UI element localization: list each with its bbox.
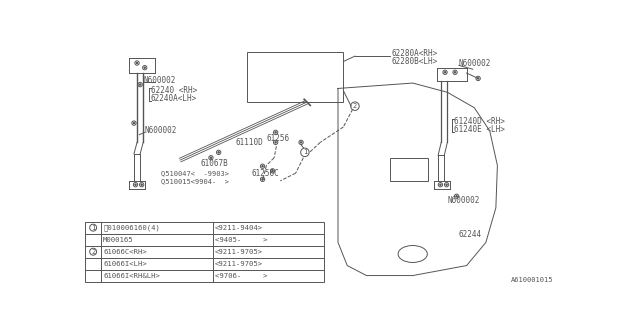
Circle shape	[135, 184, 136, 185]
Bar	[86, 222, 324, 282]
Text: M000165: M000165	[103, 237, 134, 243]
Circle shape	[218, 152, 219, 153]
Text: 62280B<LH>: 62280B<LH>	[391, 57, 437, 66]
Circle shape	[272, 170, 273, 172]
Circle shape	[262, 179, 263, 180]
Text: N600002: N600002	[447, 196, 480, 204]
Text: A610001015: A610001015	[511, 277, 554, 283]
Circle shape	[275, 142, 276, 143]
Circle shape	[136, 62, 138, 64]
Text: N600002: N600002	[459, 59, 492, 68]
Bar	[247, 52, 344, 102]
Circle shape	[454, 72, 456, 73]
Text: 61110D: 61110D	[236, 138, 263, 147]
Circle shape	[262, 166, 263, 167]
Circle shape	[477, 78, 479, 79]
Text: 61066I<LH>: 61066I<LH>	[103, 261, 147, 267]
Circle shape	[456, 196, 457, 197]
Text: 2: 2	[91, 249, 95, 255]
Text: 61240D <RH>: 61240D <RH>	[454, 117, 504, 126]
Bar	[390, 158, 428, 181]
Text: 61256C: 61256C	[251, 169, 279, 178]
Text: 61066C<RH>: 61066C<RH>	[103, 249, 147, 255]
Text: 62240A<LH>: 62240A<LH>	[151, 94, 197, 103]
Circle shape	[144, 67, 145, 68]
Text: <9706-     >: <9706- >	[215, 273, 268, 279]
Text: Ⓑ010006160(4): Ⓑ010006160(4)	[103, 224, 160, 231]
Text: <9211-9705>: <9211-9705>	[215, 249, 263, 255]
Text: <9211-9404>: <9211-9404>	[215, 225, 263, 231]
Text: <9405-     >: <9405- >	[215, 237, 268, 243]
Text: 61067B: 61067B	[201, 159, 228, 168]
Text: Q510047<  -9903>: Q510047< -9903>	[161, 170, 229, 176]
Circle shape	[446, 184, 447, 185]
Text: 61240E <LH>: 61240E <LH>	[454, 125, 504, 134]
Text: 1: 1	[303, 149, 307, 156]
Circle shape	[140, 84, 141, 85]
Text: 62244: 62244	[459, 230, 482, 239]
Circle shape	[141, 184, 142, 185]
Text: N600002: N600002	[143, 76, 175, 85]
Text: 61066I<RH&LH>: 61066I<RH&LH>	[103, 273, 160, 279]
Text: 2: 2	[353, 103, 357, 109]
Text: 61256: 61256	[266, 134, 289, 143]
Circle shape	[440, 184, 441, 185]
Circle shape	[133, 123, 134, 124]
Circle shape	[275, 132, 276, 133]
Text: 62240 <RH>: 62240 <RH>	[151, 86, 197, 95]
Text: 1: 1	[91, 225, 95, 231]
Text: <9211-9705>: <9211-9705>	[215, 261, 263, 267]
Text: N600002: N600002	[145, 126, 177, 135]
Text: 62280A<RH>: 62280A<RH>	[391, 49, 437, 58]
Text: Q510015<9904-  >: Q510015<9904- >	[161, 178, 229, 184]
